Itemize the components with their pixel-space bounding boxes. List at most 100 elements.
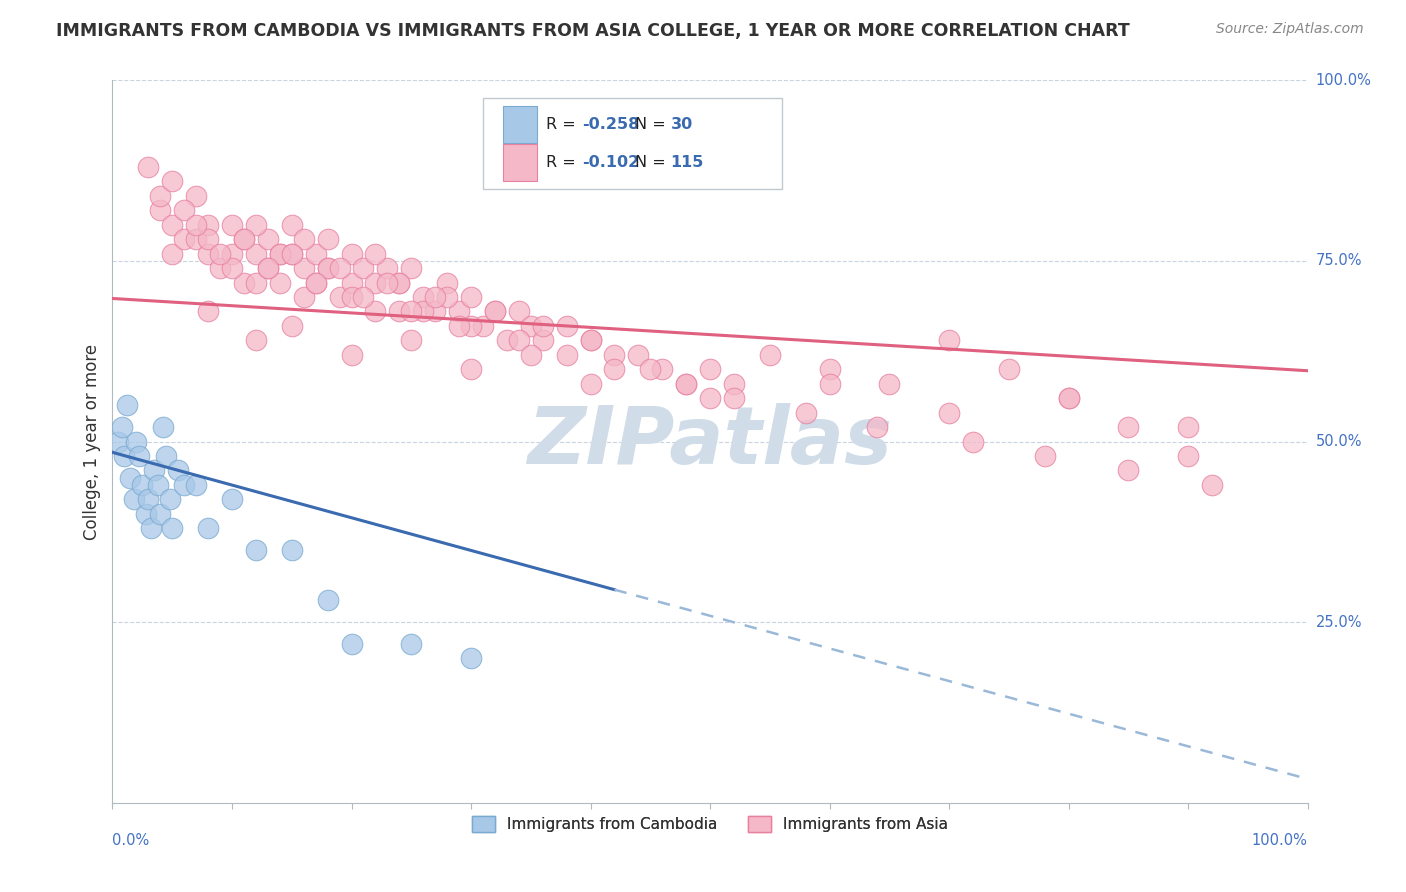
Point [938, 334, 960, 348]
Point [186, 478, 208, 492]
Point [149, 507, 172, 521]
Point [412, 304, 434, 318]
Point [472, 318, 495, 333]
Point [699, 362, 721, 376]
Point [340, 348, 363, 362]
Point [159, 492, 181, 507]
Point [484, 304, 506, 318]
Point [292, 290, 315, 304]
Point [447, 318, 470, 333]
Point [305, 246, 328, 260]
Point [135, 507, 157, 521]
Point [1118, 420, 1140, 434]
Point [1177, 420, 1199, 434]
Point [281, 542, 304, 557]
Point [316, 261, 339, 276]
Point [401, 637, 423, 651]
Point [257, 232, 280, 246]
Text: 100.0%: 100.0% [1251, 833, 1308, 848]
Point [316, 232, 339, 246]
Point [281, 246, 304, 260]
Point [173, 203, 195, 218]
Text: 25.0%: 25.0% [1316, 615, 1362, 630]
Point [425, 304, 447, 318]
Point [723, 376, 745, 391]
Point [186, 218, 208, 232]
Text: R =: R = [547, 117, 581, 132]
Point [377, 276, 399, 290]
Point [579, 334, 602, 348]
Point [866, 420, 889, 434]
Point [173, 232, 195, 246]
Point [496, 334, 519, 348]
Point [143, 463, 166, 477]
Point [436, 290, 458, 304]
Point [603, 348, 626, 362]
Point [388, 304, 411, 318]
Point [998, 362, 1021, 376]
Point [1118, 463, 1140, 477]
Point [245, 218, 267, 232]
Point [233, 232, 256, 246]
Point [364, 304, 387, 318]
Point [269, 246, 291, 260]
Point [401, 304, 423, 318]
Point [197, 232, 219, 246]
Point [257, 261, 280, 276]
Point [508, 334, 530, 348]
Point [520, 348, 543, 362]
Text: -0.258: -0.258 [582, 117, 640, 132]
Point [340, 637, 363, 651]
Point [1201, 478, 1223, 492]
Point [520, 318, 543, 333]
Point [162, 174, 183, 188]
Text: ZIPatlas: ZIPatlas [527, 402, 893, 481]
Point [555, 348, 578, 362]
Point [818, 376, 841, 391]
Point [186, 189, 208, 203]
Point [1057, 391, 1080, 405]
Point [305, 276, 328, 290]
Point [128, 449, 150, 463]
Point [364, 276, 387, 290]
Point [316, 593, 339, 607]
Point [377, 261, 399, 276]
Point [484, 304, 506, 318]
Point [162, 246, 183, 260]
Point [197, 304, 219, 318]
Text: R =: R = [547, 155, 581, 170]
Point [352, 290, 374, 304]
Point [759, 348, 782, 362]
Text: -0.102: -0.102 [582, 155, 640, 170]
FancyBboxPatch shape [484, 98, 782, 189]
Point [412, 290, 434, 304]
Point [138, 160, 160, 174]
Point [155, 449, 177, 463]
Point [221, 261, 243, 276]
Point [436, 276, 458, 290]
Point [233, 232, 256, 246]
Point [197, 521, 219, 535]
Point [460, 318, 482, 333]
Text: 0.0%: 0.0% [112, 833, 149, 848]
Text: N =: N = [634, 117, 671, 132]
Point [131, 478, 153, 492]
FancyBboxPatch shape [503, 144, 537, 181]
Point [111, 420, 134, 434]
Point [340, 246, 363, 260]
Point [233, 276, 256, 290]
Point [794, 406, 817, 420]
Point [651, 362, 673, 376]
Point [1033, 449, 1056, 463]
Point [221, 218, 243, 232]
Point [388, 276, 411, 290]
Point [699, 391, 721, 405]
Point [173, 478, 195, 492]
Point [114, 449, 135, 463]
Point [281, 318, 304, 333]
Point [197, 246, 219, 260]
Text: Source: ZipAtlas.com: Source: ZipAtlas.com [1216, 22, 1364, 37]
Point [579, 376, 602, 391]
Point [245, 334, 267, 348]
Point [401, 334, 423, 348]
